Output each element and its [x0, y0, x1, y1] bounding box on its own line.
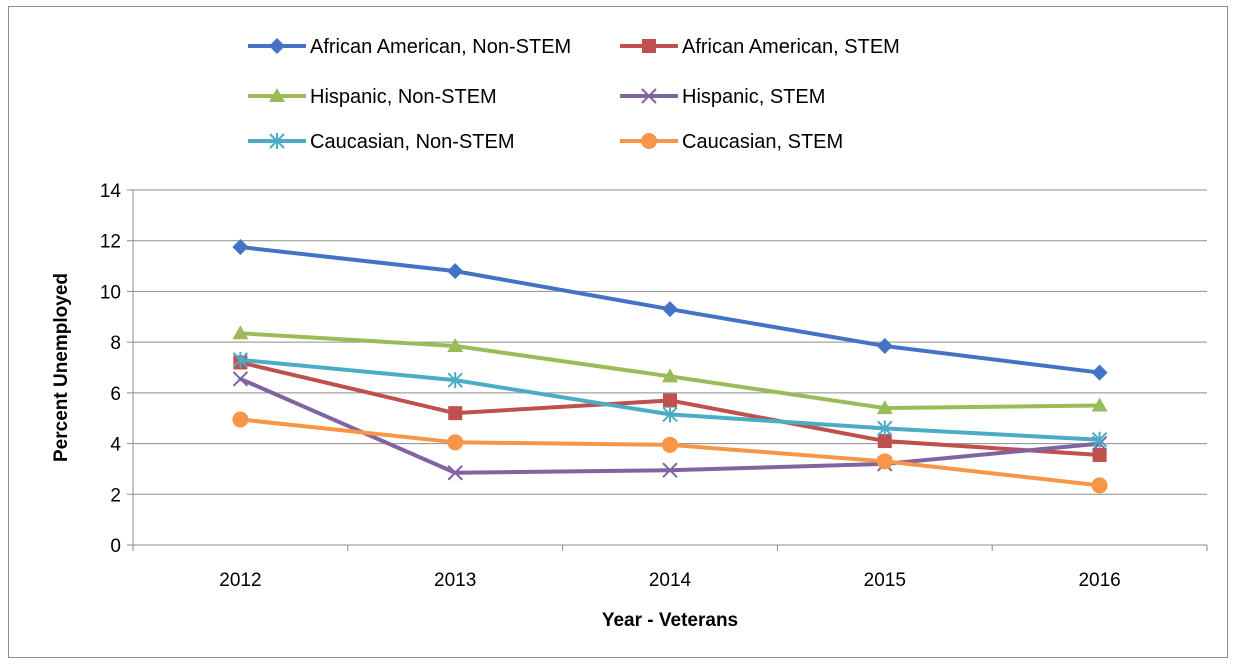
legend-marker	[269, 88, 285, 102]
data-point	[232, 371, 249, 387]
legend-item: Hispanic, STEM	[620, 86, 825, 108]
x-tick-label: 2014	[649, 570, 692, 591]
data-point	[876, 337, 893, 354]
legend-label: Hispanic, Non-STEM	[310, 86, 497, 108]
legend-marker	[269, 133, 285, 149]
x-tick-labels: 2012 2013 2014 2015 2016	[132, 545, 1208, 591]
data-point	[1091, 477, 1108, 494]
legend: African American, Non-STEM African Americ…	[248, 36, 900, 153]
legend-item: African American, Non-STEM	[248, 36, 571, 58]
y-tick-labels: 0 2 4 6 8 10 12 14	[100, 181, 133, 557]
legend-marker	[269, 38, 285, 54]
chart-frame	[8, 6, 1228, 658]
data-point	[662, 462, 678, 478]
legend-item: Hispanic, Non-STEM	[248, 86, 497, 108]
x-tick-label: 2012	[219, 570, 261, 591]
legend-marker	[642, 39, 656, 53]
data-point	[447, 263, 464, 280]
x-tick-label: 2015	[864, 570, 906, 591]
series-5	[232, 411, 1108, 494]
series-0	[232, 239, 1108, 381]
series-lines	[232, 239, 1108, 494]
series-2	[232, 325, 1108, 415]
legend-item: Caucasian, Non-STEM	[248, 131, 515, 153]
data-point	[1092, 447, 1107, 462]
data-point	[447, 337, 464, 352]
data-point	[876, 453, 893, 470]
legend-label: African American, STEM	[682, 36, 900, 58]
legend-marker	[641, 88, 657, 104]
series-3	[232, 371, 1108, 481]
gridlines	[133, 189, 1207, 495]
data-point	[662, 436, 678, 453]
data-point	[876, 400, 893, 415]
data-point	[662, 406, 678, 423]
data-point	[447, 434, 464, 451]
data-point	[877, 420, 893, 437]
legend-item: Caucasian, STEM	[620, 131, 843, 153]
legend-label: Caucasian, Non-STEM	[310, 131, 515, 153]
y-tick-label: 12	[100, 232, 121, 253]
legend-marker	[641, 133, 657, 149]
y-tick-label: 4	[110, 435, 121, 456]
data-point	[232, 411, 249, 428]
y-axis-title: Percent Unemployed	[51, 273, 72, 462]
x-tick-label: 2016	[1078, 570, 1120, 591]
y-tick-label: 2	[110, 485, 121, 506]
data-point	[1091, 431, 1108, 448]
series-4	[232, 351, 1108, 448]
y-tick-label: 0	[110, 536, 121, 557]
data-point	[232, 325, 249, 340]
legend-label: African American, Non-STEM	[310, 36, 571, 58]
y-tick-label: 14	[100, 181, 122, 202]
legend-label: Hispanic, STEM	[682, 86, 825, 108]
axes	[132, 190, 1207, 546]
data-point	[447, 372, 463, 389]
data-point	[663, 393, 677, 408]
x-tick-label: 2013	[434, 570, 476, 591]
data-point	[1091, 364, 1108, 381]
data-point	[447, 465, 463, 481]
data-point	[1091, 397, 1108, 412]
data-point	[232, 239, 249, 256]
data-point	[877, 434, 892, 449]
y-tick-label: 10	[100, 282, 121, 303]
data-point	[232, 351, 249, 368]
data-point	[662, 301, 678, 318]
legend-item: African American, STEM	[620, 36, 900, 58]
legend-label: Caucasian, STEM	[682, 131, 843, 153]
data-point	[448, 406, 463, 421]
y-tick-label: 8	[110, 333, 121, 354]
y-tick-label: 6	[110, 384, 121, 405]
data-point	[662, 368, 678, 383]
x-axis-title: Year - Veterans	[602, 610, 738, 631]
